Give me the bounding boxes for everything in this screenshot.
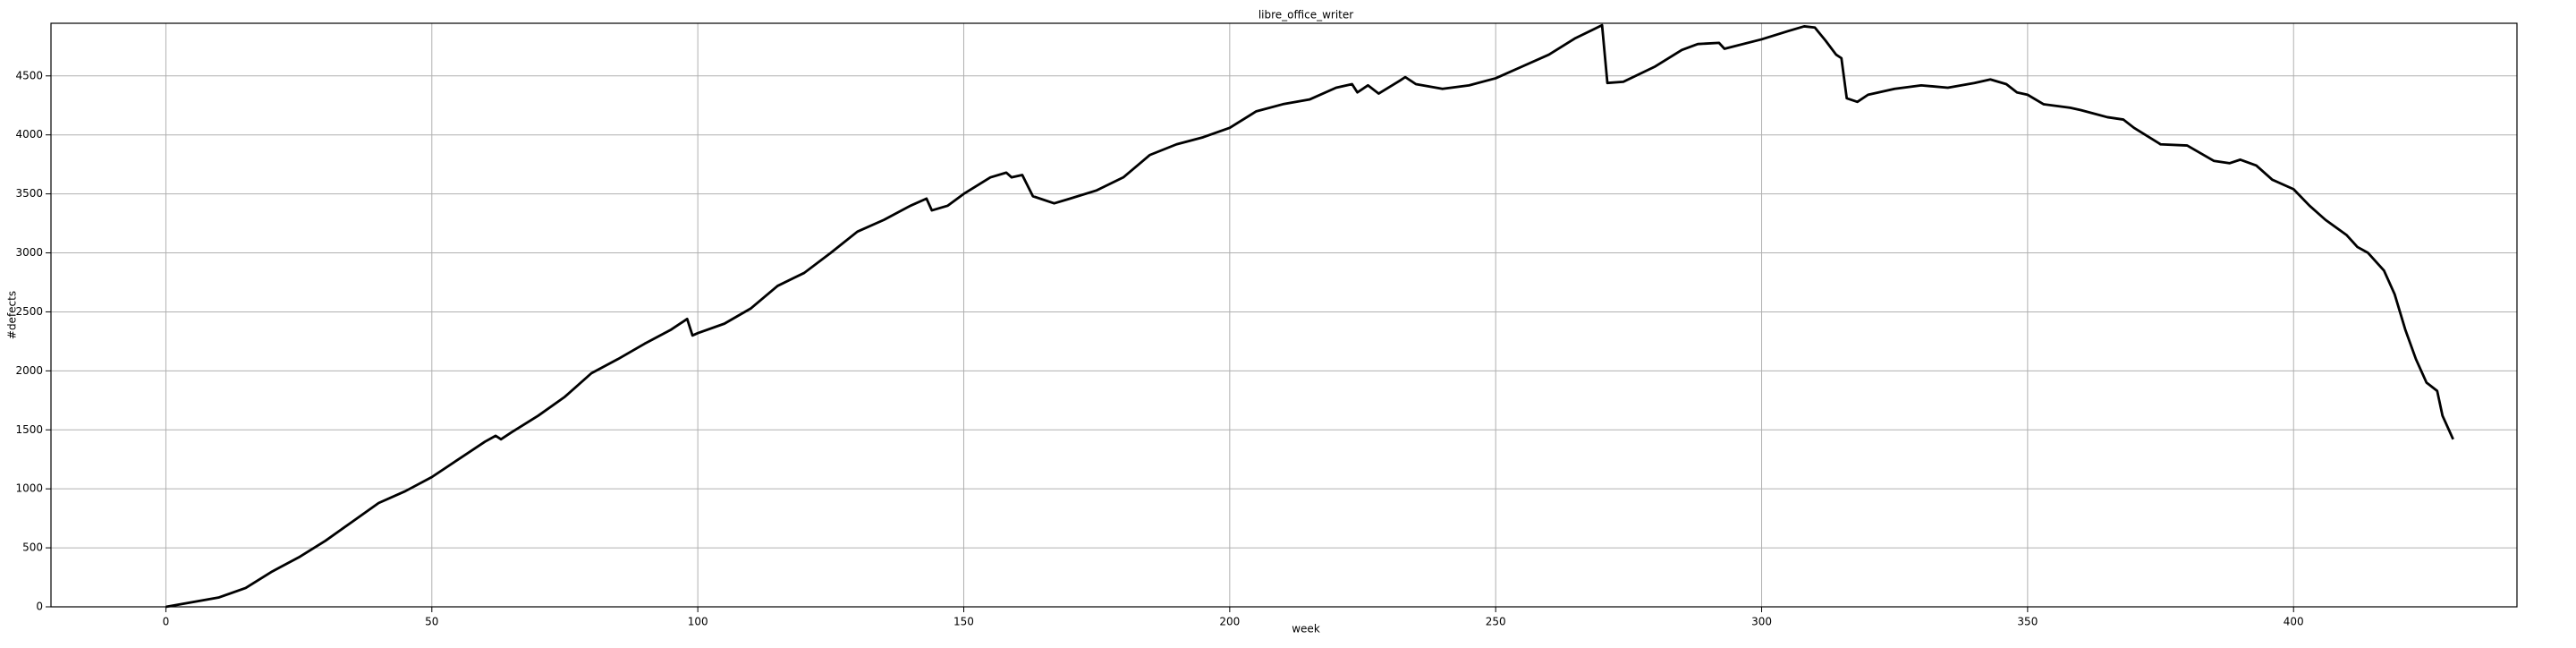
x-tick-label: 50 bbox=[425, 616, 438, 628]
y-tick-label: 1000 bbox=[15, 482, 43, 495]
y-tick-label: 1500 bbox=[15, 423, 43, 436]
x-tick-label: 100 bbox=[688, 616, 708, 628]
y-tick-label: 500 bbox=[22, 541, 43, 554]
y-tick-label: 2500 bbox=[15, 305, 43, 318]
y-tick-label: 4000 bbox=[15, 128, 43, 141]
y-tick-label: 2000 bbox=[15, 364, 43, 377]
y-tick-label: 0 bbox=[36, 601, 43, 613]
x-tick-label: 0 bbox=[163, 616, 170, 628]
x-axis-label: week bbox=[1292, 623, 1320, 635]
chart-title: libre_office_writer bbox=[1258, 9, 1353, 21]
x-tick-label: 350 bbox=[2017, 616, 2038, 628]
y-tick-label: 3000 bbox=[15, 246, 43, 259]
plot-frame bbox=[50, 22, 2518, 608]
x-tick-label: 400 bbox=[2284, 616, 2304, 628]
x-tick-label: 300 bbox=[1751, 616, 1772, 628]
x-tick-label: 200 bbox=[1219, 616, 1240, 628]
data-line bbox=[165, 23, 2454, 609]
y-axis-label: #defects bbox=[6, 291, 19, 339]
y-tick-label: 4500 bbox=[15, 69, 43, 81]
x-tick-label: 150 bbox=[953, 616, 974, 628]
x-tick-label: 250 bbox=[1486, 616, 1506, 628]
y-tick-label: 3500 bbox=[15, 187, 43, 200]
